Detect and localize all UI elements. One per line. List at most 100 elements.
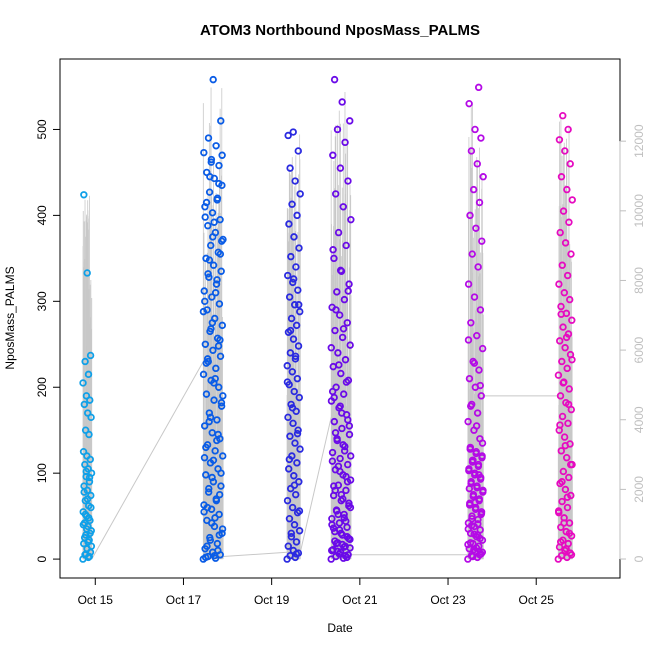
data-point	[205, 188, 214, 196]
data-point	[209, 261, 218, 269]
data-point	[332, 306, 340, 314]
data-point	[562, 454, 571, 462]
data-point	[479, 173, 487, 181]
data-point	[559, 323, 567, 331]
data-point	[209, 75, 217, 84]
data-point	[557, 173, 566, 181]
data-point	[208, 319, 217, 327]
data-point	[80, 488, 88, 496]
data-point	[218, 321, 227, 330]
data-point	[561, 344, 569, 352]
data-point	[559, 379, 567, 387]
y-tick-label: 100	[35, 463, 49, 483]
data-point	[347, 215, 355, 224]
data-point	[200, 454, 209, 462]
data-point	[296, 445, 304, 453]
data-point	[292, 550, 301, 558]
data-point	[201, 553, 210, 562]
data-point	[565, 529, 574, 538]
data-point	[471, 505, 480, 513]
data-point	[283, 362, 291, 370]
data-point	[472, 422, 481, 430]
data-point	[289, 335, 298, 343]
data-point	[83, 495, 92, 503]
data-point	[82, 467, 90, 476]
data-point	[560, 289, 569, 297]
data-point	[334, 462, 343, 470]
data-point	[339, 325, 348, 333]
data-point	[285, 220, 293, 228]
data-point	[206, 173, 214, 181]
data-point	[211, 514, 219, 522]
data-point	[205, 484, 213, 493]
x-tick-label: Oct 19	[254, 593, 290, 607]
data-point	[287, 314, 296, 323]
data-point	[328, 457, 337, 465]
data-point	[559, 207, 568, 215]
data-point	[213, 539, 222, 548]
data-point	[211, 374, 219, 383]
data-point	[341, 138, 349, 147]
data-point	[284, 131, 292, 140]
data-point	[295, 244, 303, 252]
data-point	[295, 478, 303, 486]
data-point	[334, 349, 342, 357]
data-point	[204, 488, 213, 496]
data-point	[205, 273, 213, 281]
data-point	[344, 287, 352, 295]
data-point	[285, 465, 293, 473]
data-point	[561, 485, 570, 494]
data-point	[295, 507, 304, 515]
data-point	[208, 473, 216, 482]
data-point	[207, 519, 216, 527]
data-point	[332, 507, 341, 515]
data-point	[338, 540, 347, 549]
data-point	[565, 473, 573, 482]
data-point	[296, 190, 304, 198]
data-point	[286, 551, 294, 560]
data-point	[332, 190, 340, 198]
data-point	[209, 233, 217, 241]
y-tick-label: 400	[35, 205, 49, 225]
data-point	[558, 497, 566, 506]
data-point	[467, 147, 476, 155]
data-point	[476, 551, 484, 559]
data-point	[470, 293, 479, 301]
data-point	[335, 361, 343, 369]
data-point	[345, 430, 354, 439]
data-point	[474, 462, 483, 470]
data-point	[477, 392, 485, 400]
data-point	[555, 136, 564, 144]
data-point	[291, 439, 299, 447]
data-point	[204, 221, 212, 230]
x-axis-label: Date	[327, 621, 353, 635]
data-point	[342, 486, 350, 495]
plot-area: Oct 15 Oct 17 Oct 19 Oct 21 Oct 23 Oct 25 0 100…	[35, 58, 646, 607]
data-point	[216, 352, 225, 361]
data-point	[329, 151, 337, 159]
data-point	[465, 374, 474, 383]
connector-line	[223, 551, 288, 558]
data-point	[479, 488, 487, 496]
data-point	[81, 426, 90, 434]
data-point	[204, 270, 212, 278]
data-point	[215, 490, 224, 499]
data-point	[566, 160, 574, 168]
data-point	[290, 301, 299, 309]
data-point	[558, 261, 566, 269]
data-point	[200, 148, 208, 157]
data-point	[557, 310, 565, 318]
data-point	[564, 419, 572, 428]
data-point	[556, 538, 565, 546]
data-point	[342, 378, 351, 386]
data-point	[79, 379, 87, 387]
data-point	[560, 519, 568, 527]
data-point	[474, 83, 483, 92]
data-point	[205, 409, 214, 417]
data-point	[80, 533, 89, 542]
data-point	[554, 371, 563, 379]
data-point	[565, 385, 573, 393]
data-point	[217, 399, 226, 407]
data-point	[341, 356, 350, 364]
data-point	[215, 383, 223, 391]
